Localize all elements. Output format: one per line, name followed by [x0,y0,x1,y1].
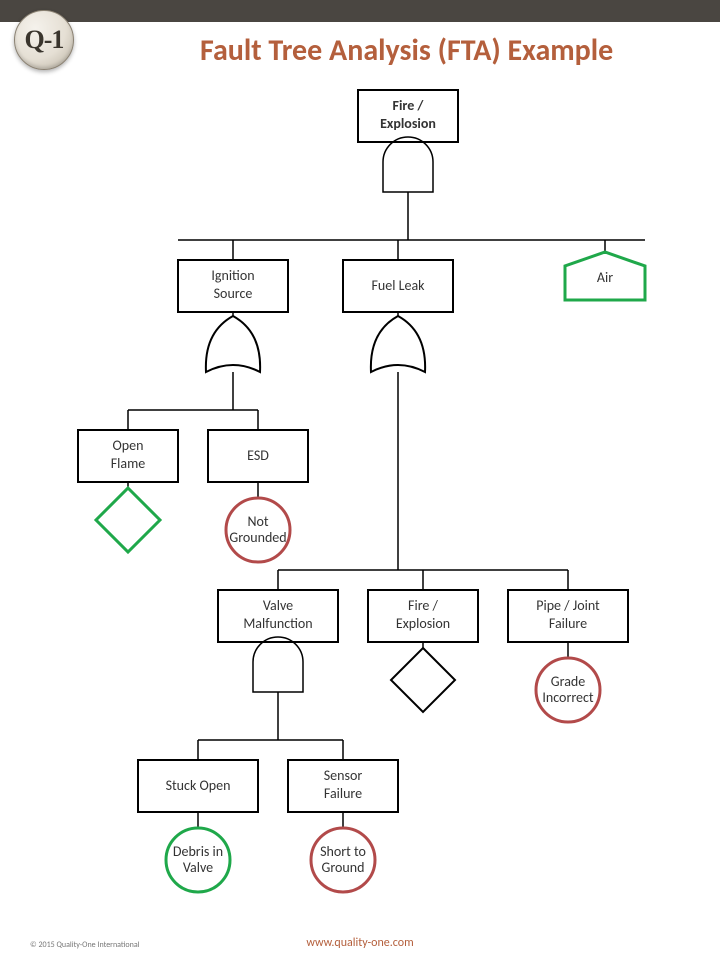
svg-text:Grade: Grade [551,673,585,690]
svg-text:Flame: Flame [111,455,146,472]
node-sensor-failure: Sensor Failure [288,760,398,812]
svg-text:Grounded: Grounded [229,529,286,546]
terminal-short-to-ground: Short to Ground [311,828,375,892]
svg-text:Air: Air [597,269,613,286]
node-fuel-leak: Fuel Leak [343,260,453,312]
terminal-fire2-diamond [391,648,455,712]
node-fire-explosion: Fire / Explosion [358,90,458,142]
svg-text:Stuck Open: Stuck Open [166,777,231,794]
svg-text:ESD: ESD [247,447,269,464]
svg-text:Incorrect: Incorrect [542,689,594,706]
node-stuck-open: Stuck Open [138,760,258,812]
brand-logo: Q-1 [14,10,74,70]
gate-and-top [383,137,433,192]
node-esd: ESD [208,430,308,482]
svg-text:Sensor: Sensor [324,767,363,784]
top-bar [0,0,720,22]
svg-text:Not: Not [247,513,268,530]
svg-text:Malfunction: Malfunction [243,615,312,632]
svg-text:Explosion: Explosion [396,615,450,632]
gate-and-valve [253,637,303,692]
svg-text:Short to: Short to [320,843,366,860]
svg-text:Ignition: Ignition [211,267,254,284]
svg-text:Fire /: Fire / [393,97,425,114]
svg-text:Source: Source [214,285,253,302]
svg-text:Ground: Ground [322,859,365,876]
gate-or-ignition [206,312,260,372]
terminal-not-grounded: Not Grounded [226,498,290,562]
node-ignition-source: Ignition Source [178,260,288,312]
page-title: Fault Tree Analysis (FTA) Example [200,32,613,69]
svg-text:Valve: Valve [183,859,213,876]
node-fire-explosion-2: Fire / Explosion [368,590,478,642]
terminal-debris-in-valve: Debris in Valve [166,828,230,892]
node-air: Air [565,252,645,300]
svg-text:Failure: Failure [549,615,587,632]
svg-text:Explosion: Explosion [380,115,436,132]
node-pipe-joint-failure: Pipe / Joint Failure [508,590,628,642]
gate-or-fuel [371,312,425,372]
node-valve-malfunction: Valve Malfunction [218,590,338,642]
svg-text:Pipe / Joint: Pipe / Joint [536,597,600,614]
svg-text:Debris in: Debris in [173,843,223,860]
svg-text:Open: Open [113,437,144,454]
svg-text:Fuel Leak: Fuel Leak [371,277,425,294]
node-open-flame: Open Flame [78,430,178,482]
terminal-grade-incorrect: Grade Incorrect [536,658,600,722]
terminal-open-flame-diamond [96,488,160,552]
svg-text:Failure: Failure [324,785,362,802]
fault-tree-diagram: Fire / Explosion Ignition Source Fuel Le… [0,80,720,940]
footer-url: www.quality-one.com [0,936,720,950]
svg-text:Fire /: Fire / [408,597,438,614]
svg-text:Valve: Valve [263,597,293,614]
